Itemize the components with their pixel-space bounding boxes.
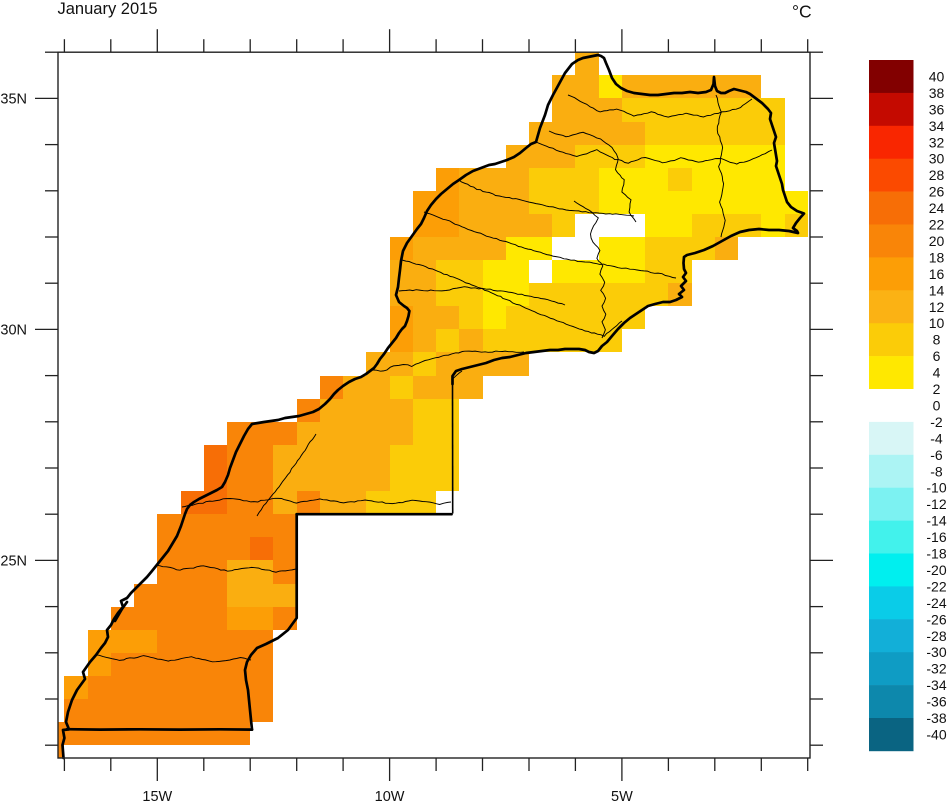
svg-text:24: 24: [929, 200, 945, 216]
svg-text:20: 20: [929, 233, 945, 249]
svg-text:26: 26: [929, 184, 945, 200]
svg-text:32: 32: [929, 134, 945, 150]
svg-text:30N: 30N: [0, 322, 27, 338]
svg-text:-4: -4: [930, 430, 943, 446]
svg-text:40: 40: [929, 68, 945, 84]
svg-text:5W: 5W: [611, 789, 633, 804]
svg-text:18: 18: [929, 249, 945, 265]
svg-text:-10: -10: [926, 480, 946, 496]
svg-text:2: 2: [933, 381, 941, 397]
svg-text:15W: 15W: [142, 789, 172, 804]
svg-text:16: 16: [929, 266, 945, 282]
svg-text:28: 28: [929, 167, 945, 183]
svg-text:12: 12: [929, 299, 945, 315]
svg-text:°C: °C: [792, 2, 812, 22]
svg-text:-20: -20: [926, 562, 946, 578]
svg-text:-28: -28: [926, 628, 946, 644]
svg-text:-12: -12: [926, 496, 946, 512]
svg-text:10W: 10W: [375, 789, 405, 804]
svg-text:-18: -18: [926, 546, 946, 562]
svg-text:-34: -34: [926, 677, 946, 693]
svg-text:30: 30: [929, 151, 945, 167]
svg-text:14: 14: [929, 282, 945, 298]
svg-text:-26: -26: [926, 611, 946, 627]
svg-text:0: 0: [933, 397, 941, 413]
svg-text:35N: 35N: [0, 91, 27, 107]
svg-text:-32: -32: [926, 661, 946, 677]
svg-text:-40: -40: [926, 726, 946, 742]
svg-text:-38: -38: [926, 710, 946, 726]
svg-text:10: 10: [929, 315, 945, 331]
svg-text:34: 34: [929, 118, 945, 134]
svg-text:36: 36: [929, 101, 945, 117]
svg-text:-36: -36: [926, 694, 946, 710]
svg-text:38: 38: [929, 85, 945, 101]
svg-text:January 2015: January 2015: [58, 0, 158, 18]
svg-text:4: 4: [933, 365, 941, 381]
svg-text:-16: -16: [926, 529, 946, 545]
svg-text:6: 6: [933, 348, 941, 364]
svg-text:-30: -30: [926, 644, 946, 660]
svg-text:-24: -24: [926, 595, 946, 611]
svg-text:-22: -22: [926, 578, 946, 594]
svg-text:-14: -14: [926, 513, 946, 529]
svg-text:8: 8: [933, 332, 941, 348]
svg-text:-8: -8: [930, 463, 943, 479]
svg-text:-6: -6: [930, 447, 943, 463]
svg-text:-2: -2: [930, 414, 943, 430]
svg-text:25N: 25N: [0, 553, 27, 569]
svg-text:22: 22: [929, 217, 945, 233]
